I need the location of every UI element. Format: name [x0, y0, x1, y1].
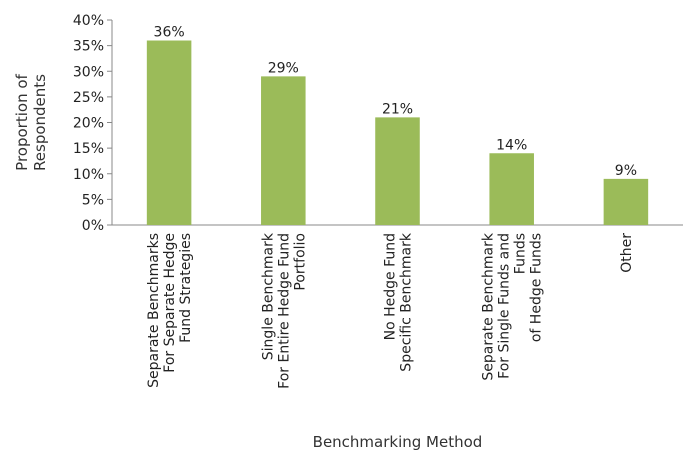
category-label-line: Funds	[513, 233, 529, 274]
y-tick-label: 0%	[82, 218, 104, 234]
category-label-line: Specific Benchmark	[399, 232, 415, 372]
data-label: 14%	[496, 137, 527, 153]
category-label: Single BenchmarkFor Entire Hedge FundPor…	[260, 232, 308, 389]
y-axis-title-line: Respondents	[31, 74, 49, 171]
category-label: Separate BenchmarkFor Single Funds andFu…	[481, 232, 545, 380]
y-axis-ticks: 0% 5% 10% 15% 20% 25% 30% 35% 40%	[73, 13, 112, 234]
category-label-line: For Entire Hedge Fund	[276, 233, 292, 389]
bars	[146, 40, 649, 225]
category-label-line: For Separate Hedge	[162, 233, 178, 373]
y-tick-label: 5%	[82, 192, 104, 208]
data-labels: 36% 29% 21% 14% 9%	[154, 25, 637, 179]
category-label: Other	[619, 233, 635, 273]
y-tick-label: 25%	[73, 90, 104, 106]
category-label: No Hedge FundSpecific Benchmark	[383, 232, 415, 372]
bar	[603, 178, 649, 225]
y-axis-title: Proportion ofRespondents	[13, 73, 49, 171]
bar	[375, 117, 420, 225]
category-label: Separate BenchmarksFor Separate HedgeFun…	[146, 233, 194, 388]
data-label: 29%	[268, 60, 299, 76]
bar	[146, 40, 192, 225]
category-label-line: For Single Funds and	[497, 233, 513, 379]
category-label-line: Single Benchmark	[260, 232, 276, 360]
category-label-line: Separate Benchmark	[481, 232, 497, 380]
y-tick-label: 30%	[73, 64, 104, 80]
y-axis-title-text: Proportion ofRespondents	[13, 73, 49, 171]
bar	[261, 76, 306, 225]
category-label-line: Fund Strategies	[178, 233, 194, 343]
data-label: 21%	[382, 101, 413, 117]
y-tick-label: 15%	[73, 141, 104, 157]
y-tick-label: 40%	[73, 13, 104, 29]
bar	[489, 153, 534, 225]
data-label: 36%	[154, 25, 185, 41]
y-tick-label: 10%	[73, 167, 104, 183]
category-labels: Separate BenchmarksFor Separate HedgeFun…	[146, 232, 635, 389]
category-label-line: of Hedge Funds	[529, 233, 545, 342]
x-axis-title: Benchmarking Method	[313, 433, 483, 451]
data-label: 9%	[615, 163, 637, 179]
category-label-line: No Hedge Fund	[383, 233, 399, 340]
y-tick-label: 20%	[73, 116, 104, 132]
category-label-line: Separate Benchmarks	[146, 233, 162, 388]
y-tick-label: 35%	[73, 39, 104, 55]
y-axis-title-line: Proportion of	[13, 73, 31, 170]
category-label-line: Other	[619, 233, 635, 273]
category-label-line: Portfolio	[292, 233, 308, 291]
